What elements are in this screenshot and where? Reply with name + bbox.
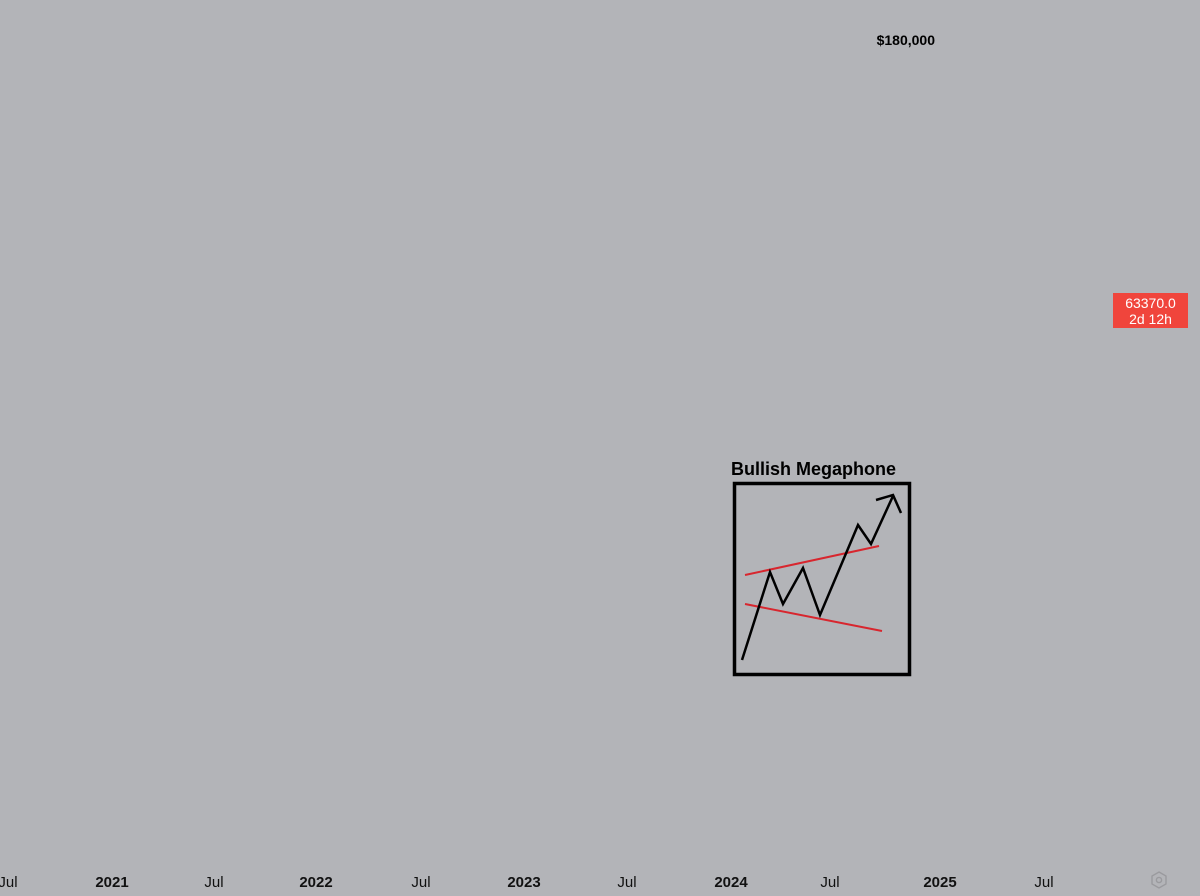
x-tick-label: 2021 bbox=[95, 874, 128, 891]
x-tick-label: 2022 bbox=[299, 874, 332, 891]
x-tick-label: 2025 bbox=[923, 874, 956, 891]
last-price-badge: 63370.0 2d 12h bbox=[1113, 293, 1188, 328]
inset-title: Bullish Megaphone bbox=[731, 459, 897, 479]
inset-diagram bbox=[732, 481, 912, 677]
x-tick-label: Jul bbox=[617, 874, 636, 891]
target-price-label: $180,000 bbox=[876, 32, 935, 48]
x-axis: Jul 2021 Jul 2022 Jul 2023 Jul 2024 Jul 2025 Jul bbox=[0, 874, 1054, 891]
inset-arrowhead bbox=[875, 493, 903, 514]
hexagon-gear-icon[interactable] bbox=[1150, 871, 1168, 889]
inset-lower-line bbox=[744, 603, 883, 632]
candle-countdown: 2d 12h bbox=[1129, 311, 1172, 327]
x-tick-label: Jul bbox=[0, 874, 18, 891]
inset-price-path bbox=[740, 495, 895, 661]
x-tick-label: Jul bbox=[411, 874, 430, 891]
x-tick-label: Jul bbox=[1034, 874, 1053, 891]
inset-upper-line bbox=[744, 545, 880, 576]
x-tick-label: Jul bbox=[820, 874, 839, 891]
last-price-value: 63370.0 bbox=[1125, 295, 1176, 311]
x-tick-label: 2023 bbox=[507, 874, 540, 891]
x-tick-label: 2024 bbox=[714, 874, 748, 891]
inset-frame bbox=[732, 481, 912, 677]
x-tick-label: Jul bbox=[204, 874, 223, 891]
